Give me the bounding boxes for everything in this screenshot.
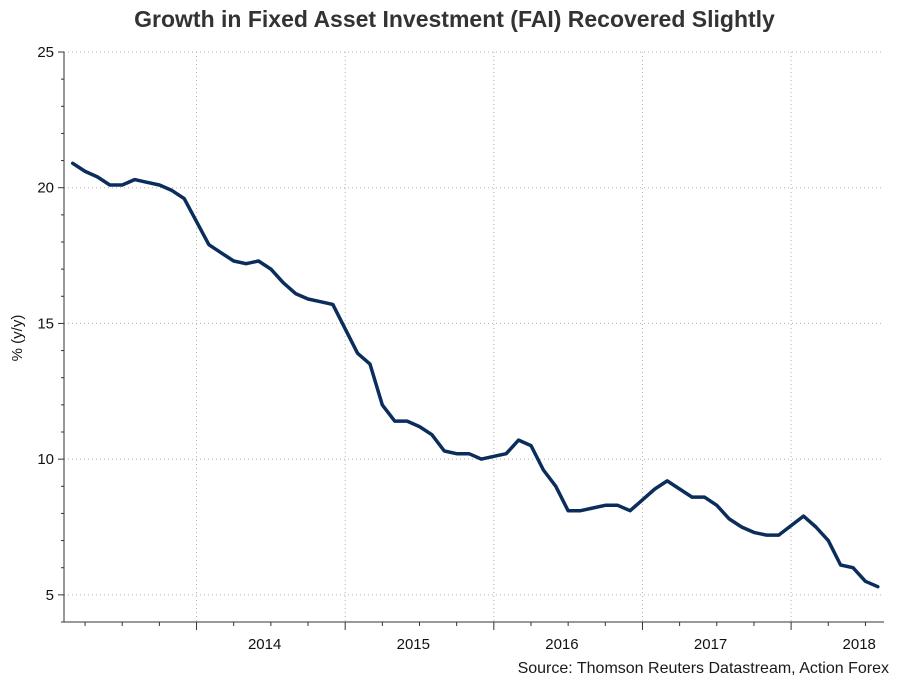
- series-layer: [70, 161, 880, 589]
- y-tick-label: 20: [37, 180, 54, 197]
- source-note: Source: Thomson Reuters Datastream, Acti…: [517, 660, 889, 677]
- x-tick-label: 2016: [545, 636, 578, 653]
- y-axis-label: % (y/y): [9, 315, 26, 362]
- y-tick-label: 15: [37, 315, 54, 332]
- x-tick-label: 2017: [694, 636, 727, 653]
- series-line-fai: [70, 161, 880, 589]
- tick-labels: 5 10 15 20 25 2014 2015 2016 2017 2018: [37, 44, 876, 653]
- grid: [64, 51, 884, 622]
- axes: [58, 51, 884, 630]
- chart-title: Growth in Fixed Asset Investment (FAI) R…: [134, 6, 775, 32]
- x-tick-label: 2018: [843, 636, 876, 653]
- y-tick-label: 25: [37, 44, 54, 61]
- y-tick-label: 10: [37, 451, 54, 468]
- x-tick-label: 2015: [397, 636, 430, 653]
- x-tick-label: 2014: [248, 636, 281, 653]
- y-tick-label: 5: [46, 587, 54, 604]
